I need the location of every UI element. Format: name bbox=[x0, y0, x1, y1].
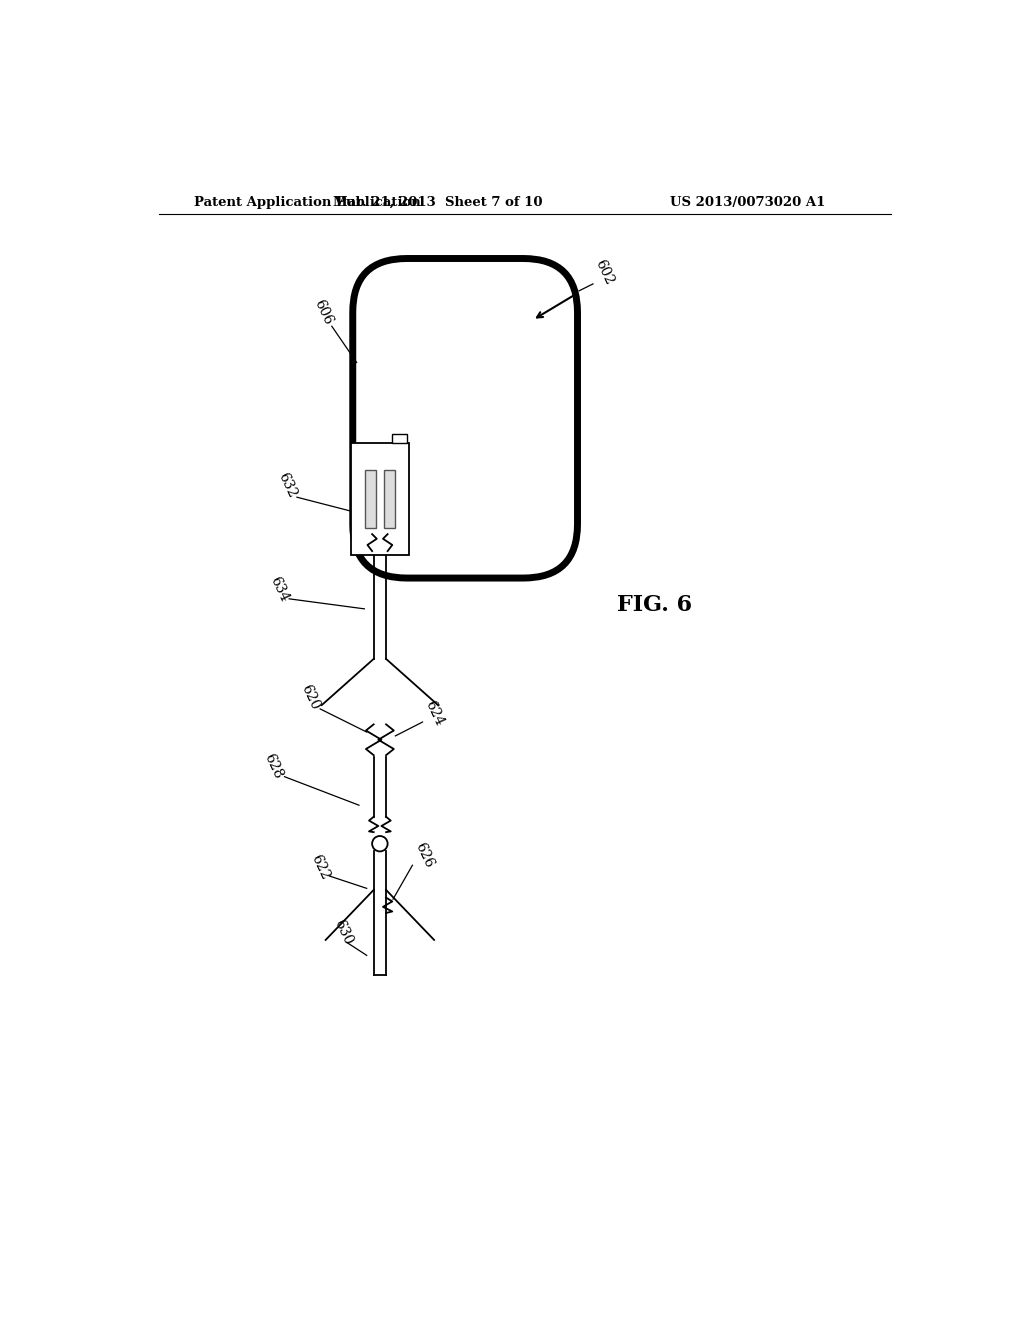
Bar bbox=[391, 434, 407, 444]
Text: Mar. 21, 2013  Sheet 7 of 10: Mar. 21, 2013 Sheet 7 of 10 bbox=[333, 195, 543, 209]
Bar bbox=[351, 444, 409, 554]
Text: US 2013/0073020 A1: US 2013/0073020 A1 bbox=[671, 195, 826, 209]
Text: 602: 602 bbox=[593, 257, 616, 288]
Bar bbox=[384, 470, 394, 528]
Text: 624: 624 bbox=[422, 698, 446, 727]
Text: 628: 628 bbox=[262, 752, 286, 781]
Text: 606: 606 bbox=[311, 297, 335, 327]
Text: 622: 622 bbox=[308, 851, 332, 882]
Text: 634: 634 bbox=[267, 574, 291, 605]
Text: 626: 626 bbox=[412, 841, 436, 870]
Text: 620: 620 bbox=[298, 682, 322, 713]
Text: FIG. 6: FIG. 6 bbox=[617, 594, 692, 616]
FancyBboxPatch shape bbox=[352, 259, 578, 578]
Text: 630: 630 bbox=[332, 917, 355, 948]
Text: 632: 632 bbox=[275, 471, 299, 500]
Bar bbox=[366, 470, 376, 528]
Text: Patent Application Publication: Patent Application Publication bbox=[194, 195, 421, 209]
